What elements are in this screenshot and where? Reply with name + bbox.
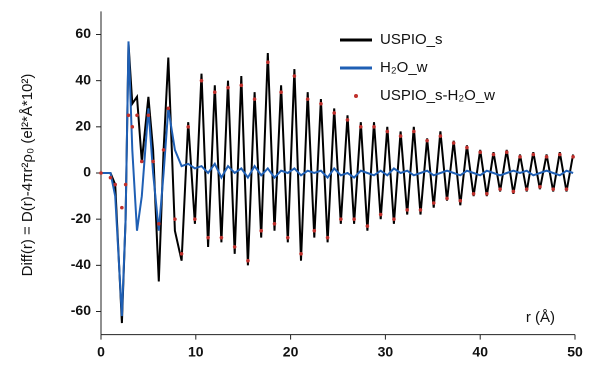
data-point <box>179 252 184 256</box>
data-point <box>405 208 410 212</box>
data-point <box>272 221 277 226</box>
data-point <box>471 191 476 196</box>
data-point <box>458 198 463 203</box>
data-point <box>511 189 516 194</box>
data-point <box>279 90 283 94</box>
data-point <box>173 217 177 221</box>
data-point <box>352 217 356 221</box>
data-point <box>139 159 144 164</box>
legend-label: USPIO_s-H₂O_w <box>380 87 495 104</box>
data-point <box>219 235 224 240</box>
data-point <box>392 217 396 221</box>
x-tick-label: 40 <box>472 343 488 359</box>
data-point <box>498 187 502 191</box>
data-point <box>518 155 522 159</box>
data-point <box>186 125 191 129</box>
data-point <box>212 90 217 94</box>
data-point <box>571 155 575 159</box>
data-point <box>99 171 103 175</box>
data-point <box>451 141 456 145</box>
data-point <box>358 125 363 129</box>
data-point <box>372 125 376 129</box>
data-point <box>266 60 270 64</box>
data-point <box>157 221 161 226</box>
data-point <box>339 217 343 221</box>
data-point <box>564 187 569 191</box>
legend-label: USPIO_s <box>380 31 443 48</box>
legend-label: H₂O_w <box>380 59 428 76</box>
data-point <box>312 228 317 233</box>
data-point <box>206 235 210 240</box>
data-point <box>365 224 370 228</box>
data-point <box>246 258 250 263</box>
y-tick-label: 0 <box>83 164 91 180</box>
data-point <box>135 113 139 118</box>
data-point <box>239 83 244 88</box>
data-point <box>531 152 536 157</box>
data-point <box>305 97 310 101</box>
series-line <box>101 41 574 317</box>
data-point <box>292 74 297 78</box>
data-point <box>193 217 197 221</box>
data-point <box>151 159 155 164</box>
x-axis-label: r (Å) <box>526 309 555 326</box>
x-tick-label: 50 <box>567 343 583 359</box>
x-tick-label: 10 <box>188 343 204 359</box>
data-point <box>199 78 204 83</box>
y-tick-label: 60 <box>75 25 91 41</box>
data-point <box>299 252 303 256</box>
y-tick-label: 20 <box>75 118 91 134</box>
data-point <box>538 185 542 189</box>
data-point <box>113 182 118 187</box>
legend-marker <box>354 94 358 98</box>
data-point <box>259 228 264 233</box>
data-point <box>398 134 403 138</box>
data-point <box>551 187 555 191</box>
series-line <box>101 43 575 324</box>
data-point <box>120 205 124 210</box>
data-point <box>378 212 383 217</box>
data-point <box>130 125 135 129</box>
data-point <box>438 134 443 138</box>
data-point <box>465 145 469 150</box>
data-point <box>325 235 330 240</box>
data-point <box>385 129 390 134</box>
data-point <box>252 97 257 101</box>
data-point <box>524 187 529 191</box>
data-point <box>345 118 350 122</box>
data-point <box>226 85 230 90</box>
data-point <box>431 201 436 205</box>
data-point <box>332 111 337 115</box>
y-tick-label: -60 <box>71 302 91 318</box>
data-point <box>425 138 429 143</box>
y-tick-label: 40 <box>75 71 91 87</box>
data-point <box>412 129 416 134</box>
data-point <box>232 245 237 249</box>
data-point <box>146 113 151 118</box>
data-point <box>418 208 423 212</box>
data-point <box>491 152 496 157</box>
x-tick-label: 0 <box>97 343 105 359</box>
data-point <box>161 148 166 152</box>
data-point <box>478 150 483 155</box>
data-point <box>108 175 113 180</box>
data-point <box>166 106 171 111</box>
data-point <box>319 101 323 106</box>
y-tick-label: -20 <box>71 210 91 226</box>
data-point <box>558 152 562 157</box>
y-tick-label: -40 <box>71 256 91 272</box>
data-point <box>504 150 509 155</box>
data-point <box>126 113 131 118</box>
y-axis-label: Diff(r) = D(r)-4πr²ρ₀ (el²*Å*10²) <box>19 74 36 277</box>
data-point <box>485 191 489 196</box>
data-point <box>445 196 449 201</box>
x-tick-label: 30 <box>378 343 394 359</box>
data-point <box>123 182 128 187</box>
data-point <box>285 235 290 240</box>
data-point <box>544 155 549 159</box>
x-tick-label: 20 <box>283 343 299 359</box>
